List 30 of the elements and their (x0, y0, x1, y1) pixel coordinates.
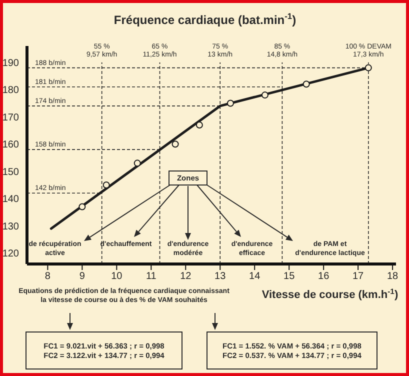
x-tick-label: 9 (79, 271, 86, 282)
point (134, 160, 141, 167)
x-tick-label: 17 (352, 271, 364, 282)
point (102, 181, 110, 188)
x-tick-label: 14 (249, 271, 261, 282)
point (78, 203, 86, 210)
point (172, 140, 179, 148)
y-tick-label: 130 (2, 221, 20, 232)
x-tick-label: 13 (214, 271, 226, 282)
x-tick-label: 16 (318, 271, 330, 282)
x-tick-label: 10 (111, 271, 123, 282)
y-tick-label: 160 (2, 140, 20, 151)
x-tick-label: 15 (284, 271, 296, 282)
point (226, 100, 234, 107)
point (261, 92, 268, 99)
point (364, 64, 372, 72)
x-tick-label: 12 (180, 271, 192, 282)
y-tick-label: 190 (2, 58, 20, 69)
x-tick-label: 8 (44, 271, 51, 282)
y-axis-title: Fréquence cardiaque (bat.min$^{-1}$) (114, 11, 296, 27)
x-tick-label: 18 (386, 271, 399, 282)
y-tick-label: 140 (2, 194, 20, 206)
y-tick-label: 180 (2, 85, 20, 96)
y-tick-label: 170 (2, 112, 20, 124)
y-tick-label: 120 (2, 248, 20, 260)
y-tick-label: 150 (2, 166, 20, 178)
point (302, 80, 310, 88)
x-tick-label: 11 (146, 271, 157, 282)
x-axis-title: Vitesse de course (km.h$^{-1}$) (262, 286, 398, 301)
point (196, 122, 203, 129)
